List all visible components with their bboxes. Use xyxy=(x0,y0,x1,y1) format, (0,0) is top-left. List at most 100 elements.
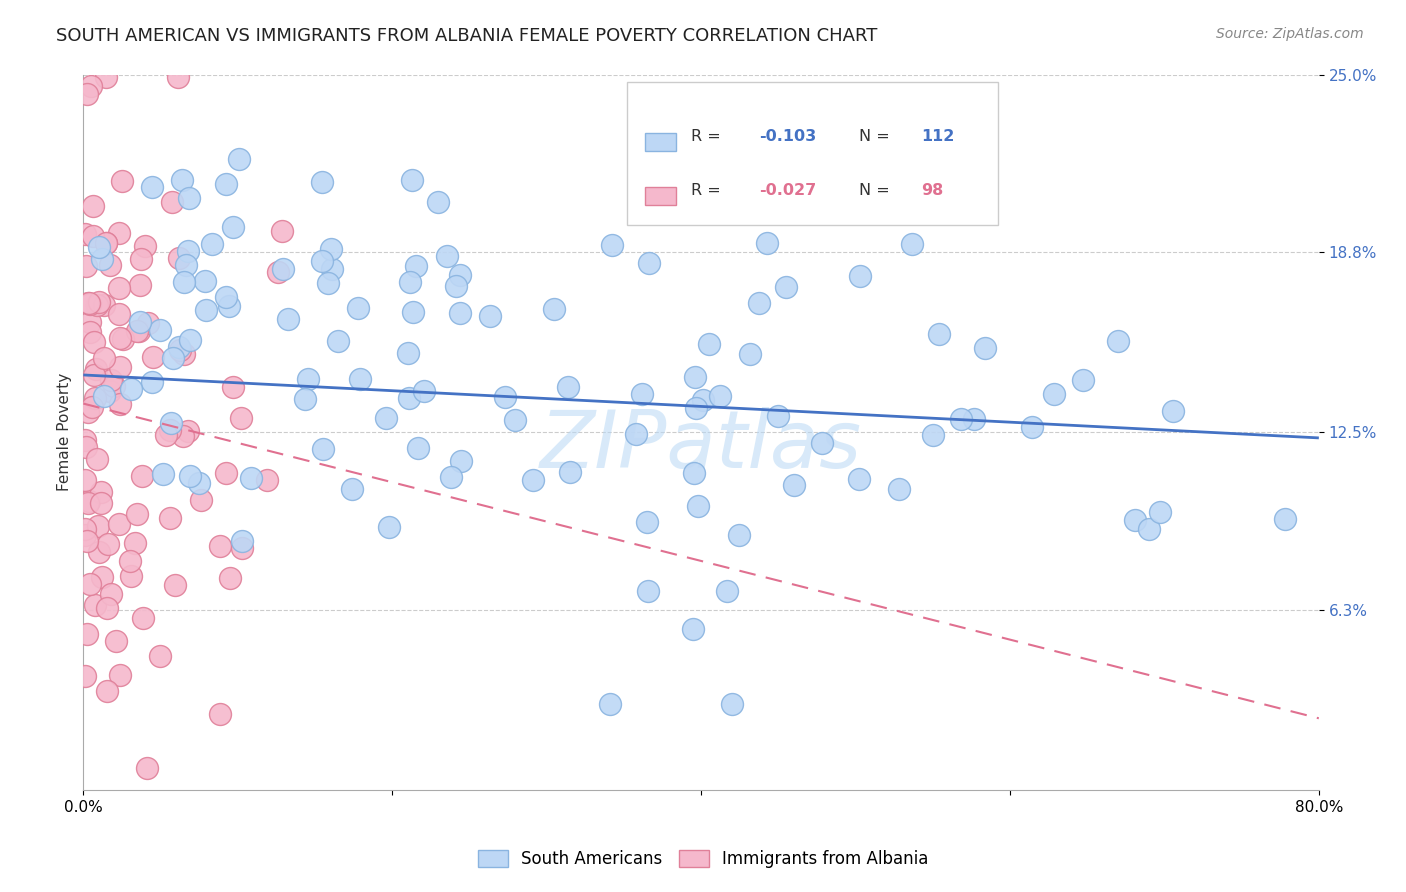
Point xyxy=(478,310,501,324)
Point xyxy=(297,372,319,386)
Point xyxy=(75,440,97,454)
Point xyxy=(321,261,343,276)
Point xyxy=(112,332,135,346)
Point xyxy=(222,220,245,235)
Point xyxy=(79,325,101,339)
Point xyxy=(436,249,458,263)
Point xyxy=(86,298,108,312)
FancyBboxPatch shape xyxy=(645,187,676,205)
Point xyxy=(901,236,924,251)
Point xyxy=(637,584,659,599)
Point xyxy=(194,302,217,317)
Point xyxy=(110,359,132,374)
Point xyxy=(169,340,191,354)
Point xyxy=(1137,522,1160,536)
Point xyxy=(108,331,131,345)
Point xyxy=(505,412,527,426)
Point xyxy=(73,473,96,487)
Point xyxy=(449,306,471,320)
Legend: South Americans, Immigrants from Albania: South Americans, Immigrants from Albania xyxy=(471,843,935,875)
Point xyxy=(271,261,294,276)
Point xyxy=(1071,373,1094,387)
Point xyxy=(399,275,422,289)
Point xyxy=(108,517,131,532)
Text: -0.027: -0.027 xyxy=(759,183,817,198)
Point xyxy=(427,194,450,209)
Point xyxy=(75,669,97,683)
Point xyxy=(709,389,731,403)
Point xyxy=(231,534,253,549)
Point xyxy=(699,337,721,351)
Point xyxy=(87,295,110,310)
Point xyxy=(179,334,201,348)
Point xyxy=(149,649,172,664)
Point xyxy=(77,496,100,510)
FancyBboxPatch shape xyxy=(645,133,676,151)
Point xyxy=(316,276,339,290)
Point xyxy=(82,229,104,244)
Point xyxy=(543,302,565,317)
Y-axis label: Female Poverty: Female Poverty xyxy=(58,373,72,491)
Point xyxy=(80,79,103,94)
Point xyxy=(692,393,714,408)
Point xyxy=(105,634,128,648)
Point xyxy=(91,252,114,266)
Point xyxy=(82,199,104,213)
Point xyxy=(686,499,709,513)
Point xyxy=(100,587,122,601)
Text: -0.103: -0.103 xyxy=(759,128,817,144)
Point xyxy=(294,392,316,407)
Point xyxy=(188,476,211,491)
Point xyxy=(107,281,129,295)
Point xyxy=(271,224,294,238)
Point xyxy=(218,299,240,313)
Point xyxy=(128,324,150,338)
Point xyxy=(94,235,117,250)
Point xyxy=(87,545,110,559)
Point xyxy=(449,268,471,282)
Point xyxy=(132,611,155,625)
Point xyxy=(1161,404,1184,418)
Point xyxy=(231,410,253,425)
Point xyxy=(89,240,111,254)
Point xyxy=(90,496,112,510)
Point xyxy=(783,478,806,492)
Point xyxy=(740,347,762,361)
Point xyxy=(169,343,191,357)
Point xyxy=(96,684,118,698)
Point xyxy=(91,570,114,584)
Point xyxy=(848,269,870,284)
Point xyxy=(135,761,157,775)
Point xyxy=(76,534,98,549)
Point xyxy=(167,70,190,85)
Point xyxy=(848,472,870,486)
Point xyxy=(716,584,738,599)
Point xyxy=(96,601,118,615)
Point xyxy=(728,527,751,541)
Point xyxy=(494,390,516,404)
Point xyxy=(98,258,121,272)
Point xyxy=(73,434,96,448)
Point xyxy=(215,177,238,191)
Point xyxy=(173,275,195,289)
Point xyxy=(79,577,101,591)
Point xyxy=(440,470,463,484)
Point xyxy=(522,473,544,487)
Point xyxy=(401,305,423,319)
Point xyxy=(170,173,193,187)
Point xyxy=(97,537,120,551)
Point xyxy=(79,315,101,329)
Point xyxy=(266,265,288,279)
Point xyxy=(378,520,401,534)
Point xyxy=(396,346,419,360)
Point xyxy=(138,316,160,330)
Point xyxy=(155,428,177,442)
Text: SOUTH AMERICAN VS IMMIGRANTS FROM ALBANIA FEMALE POVERTY CORRELATION CHART: SOUTH AMERICAN VS IMMIGRANTS FROM ALBANI… xyxy=(56,27,877,45)
Point xyxy=(73,528,96,542)
Point xyxy=(108,668,131,682)
Point xyxy=(141,376,163,390)
Point xyxy=(128,315,150,329)
Point xyxy=(94,70,117,85)
Point xyxy=(152,467,174,481)
Point xyxy=(311,442,333,456)
